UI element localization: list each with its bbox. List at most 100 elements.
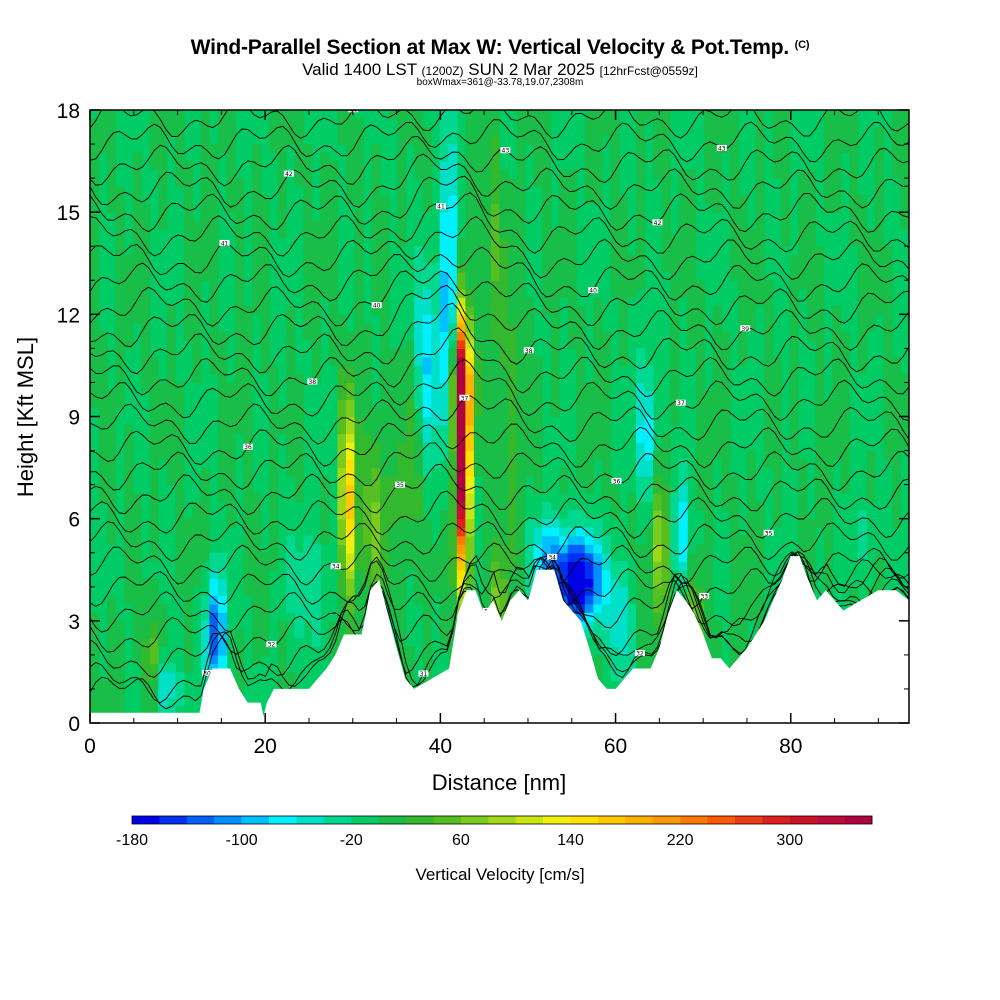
velocity-cell <box>243 527 253 537</box>
velocity-cell <box>891 467 902 477</box>
velocity-cell <box>422 425 432 435</box>
velocity-cell <box>593 382 603 392</box>
velocity-cell <box>422 161 432 171</box>
velocity-cell <box>354 161 364 171</box>
velocity-cell <box>235 186 245 196</box>
colorbar-swatch <box>460 816 489 824</box>
velocity-cell <box>618 203 629 213</box>
velocity-cell <box>525 467 535 477</box>
velocity-cell <box>115 297 125 307</box>
velocity-cell <box>704 595 714 605</box>
colorbar-swatch <box>186 816 215 824</box>
velocity-cell <box>397 118 407 128</box>
velocity-cell <box>90 229 100 239</box>
velocity-cell <box>490 280 501 290</box>
velocity-cell <box>738 620 748 630</box>
velocity-cell <box>277 195 287 205</box>
velocity-cell <box>746 484 757 494</box>
colorbar-swatch <box>625 816 654 824</box>
velocity-cell <box>576 578 586 588</box>
velocity-cell <box>516 527 526 537</box>
velocity-cell <box>371 544 381 554</box>
velocity-cell <box>499 373 509 384</box>
velocity-cell <box>98 680 108 690</box>
velocity-cell <box>405 407 415 418</box>
velocity-cell <box>661 493 671 503</box>
velocity-cell <box>149 476 159 486</box>
velocity-cell <box>354 510 364 520</box>
velocity-cell <box>141 629 151 639</box>
velocity-cell <box>763 459 774 469</box>
velocity-cell <box>200 518 211 528</box>
velocity-cell <box>149 399 159 409</box>
velocity-cell <box>217 348 228 358</box>
velocity-cell <box>269 476 279 486</box>
velocity-cell <box>874 297 885 307</box>
velocity-cell <box>618 288 629 298</box>
velocity-cell <box>712 161 722 171</box>
velocity-cell <box>490 127 501 137</box>
velocity-cell <box>883 373 893 384</box>
velocity-cell <box>192 339 202 349</box>
velocity-cell <box>431 433 441 443</box>
velocity-cell <box>414 510 424 520</box>
velocity-cell <box>183 569 193 579</box>
velocity-cell <box>508 561 518 571</box>
velocity-cell <box>371 161 381 171</box>
velocity-cell <box>781 169 791 179</box>
colorbar-swatch <box>323 816 352 824</box>
velocity-cell <box>508 493 518 503</box>
velocity-cell <box>345 339 356 349</box>
velocity-cell <box>183 263 193 273</box>
velocity-cell <box>217 578 228 588</box>
velocity-cell <box>380 433 390 443</box>
velocity-cell <box>508 322 518 332</box>
velocity-cell <box>328 263 339 273</box>
velocity-cell <box>405 527 415 537</box>
velocity-cell <box>235 356 245 367</box>
velocity-cell <box>508 459 518 469</box>
velocity-cell <box>798 493 808 503</box>
velocity-cell <box>260 646 270 656</box>
velocity-cell <box>729 603 739 613</box>
velocity-cell <box>235 322 245 332</box>
velocity-cell <box>755 544 765 554</box>
velocity-cell <box>721 356 731 367</box>
velocity-cell <box>388 348 398 358</box>
velocity-cell <box>533 390 543 401</box>
velocity-cell <box>337 356 347 367</box>
velocity-cell <box>217 110 228 120</box>
velocity-cell <box>456 271 466 281</box>
theta-contour <box>90 521 909 562</box>
velocity-cell <box>363 578 373 588</box>
velocity-cell <box>448 595 458 605</box>
velocity-cell <box>277 637 287 647</box>
velocity-cell <box>252 561 262 571</box>
velocity-cell <box>465 552 475 562</box>
velocity-cell <box>431 569 441 579</box>
velocity-cell <box>661 144 671 154</box>
velocity-cell <box>542 288 552 298</box>
velocity-cell <box>380 263 390 273</box>
theta-label-bg <box>611 477 622 484</box>
velocity-cell <box>516 399 526 409</box>
velocity-cell <box>798 544 808 554</box>
velocity-cell <box>294 127 304 137</box>
velocity-cell <box>465 501 475 511</box>
velocity-cell <box>473 229 484 239</box>
velocity-cell <box>363 416 373 426</box>
velocity-cell <box>175 518 185 528</box>
velocity-cell <box>414 118 424 128</box>
velocity-cell <box>593 595 603 605</box>
velocity-cell <box>192 314 202 324</box>
velocity-cell <box>746 569 757 579</box>
velocity-cell <box>482 484 492 494</box>
colorbar-swatch <box>351 816 379 824</box>
velocity-cell <box>584 382 594 392</box>
velocity-cell <box>422 263 432 273</box>
velocity-cell <box>141 339 151 349</box>
velocity-cell <box>90 382 100 392</box>
velocity-cell <box>465 203 475 213</box>
velocity-cell <box>601 442 612 452</box>
velocity-cell <box>738 646 748 656</box>
